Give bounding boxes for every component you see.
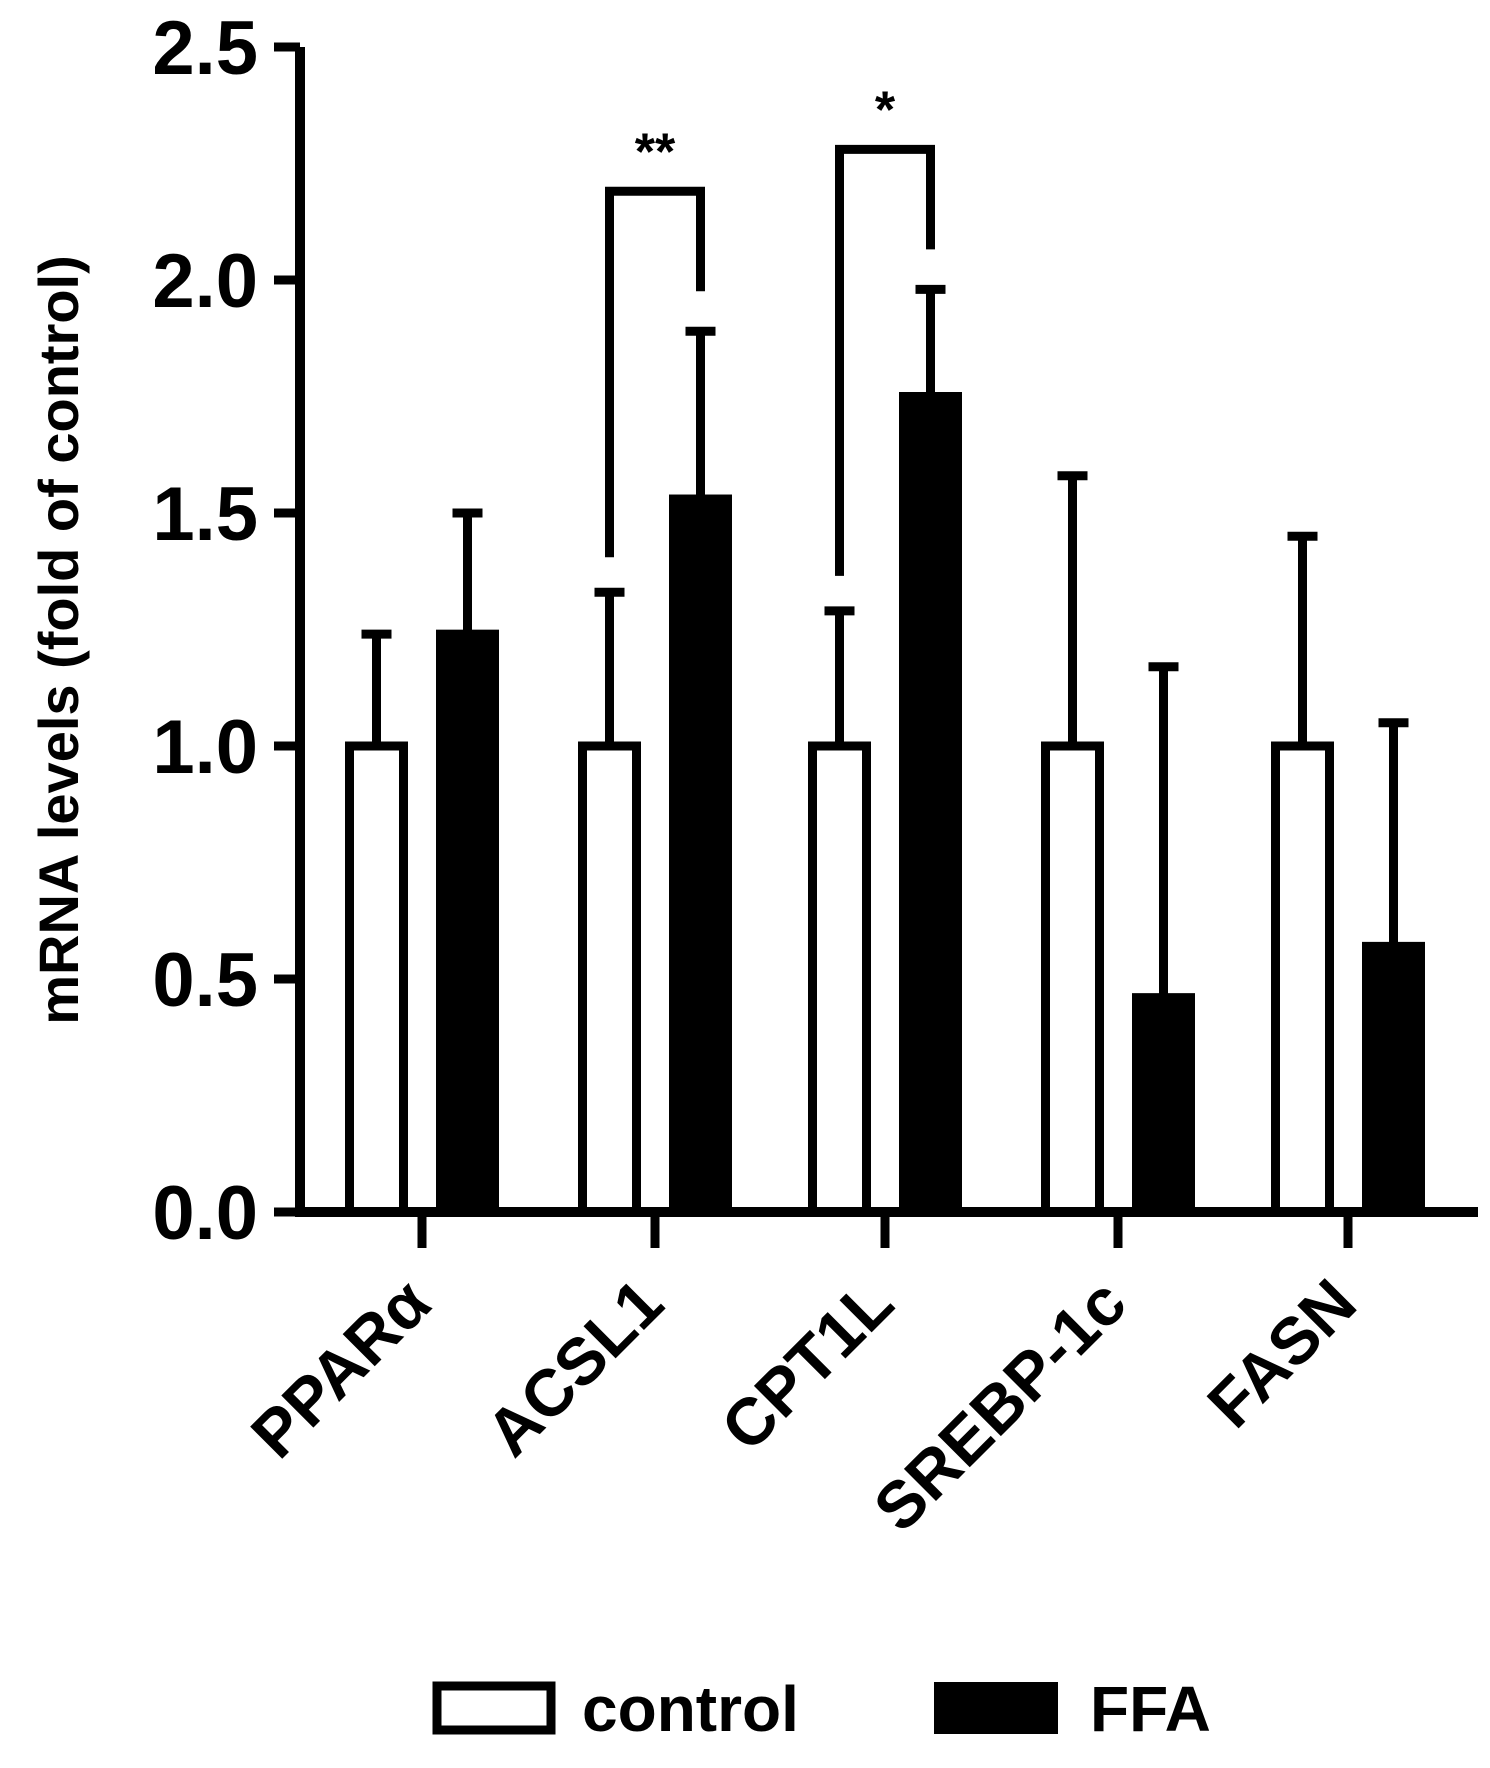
bar-ffa — [669, 494, 732, 1212]
bar-control — [578, 741, 641, 1217]
y-axis-label: mRNA levels (fold of control) — [27, 255, 90, 1025]
legend-label-control: control — [582, 1673, 799, 1745]
plot-area: 0.0 0.5 1.0 1.5 2.0 2.5 PPARα ACSL1 CPT1LSREBP-1… — [152, 6, 1478, 1545]
significance-label: ** — [635, 123, 676, 181]
bar-control — [1041, 741, 1104, 1217]
x-tick-label: SREBP-1c — [859, 1265, 1140, 1546]
significance-label: * — [875, 81, 896, 139]
x-tick-label: ACSL1 — [472, 1265, 677, 1470]
bar-control — [808, 741, 871, 1217]
bar-ffa — [436, 629, 499, 1212]
legend-swatch-ffa — [934, 1682, 1058, 1734]
bar-ffa — [1362, 941, 1425, 1212]
bar-ffa — [1132, 993, 1195, 1212]
y-tick-label: 1.5 — [152, 472, 258, 557]
y-tick-label: 1.0 — [152, 705, 258, 790]
bar-control — [1271, 741, 1334, 1217]
y-tick-label: 0.5 — [152, 938, 258, 1023]
legend: control FFA — [432, 1673, 1211, 1745]
y-tick-label: 0.0 — [152, 1171, 258, 1256]
bar-ffa — [899, 392, 962, 1212]
legend-label-ffa: FFA — [1090, 1673, 1211, 1745]
significance-bracket — [605, 186, 705, 558]
significance-bracket — [835, 144, 935, 576]
bar-control — [345, 741, 408, 1217]
x-tick-label: CPT1L — [707, 1265, 907, 1465]
x-tick-label: PPARα — [237, 1265, 444, 1472]
y-tick-label: 2.0 — [152, 239, 258, 324]
y-tick-label: 2.5 — [152, 6, 258, 91]
x-tick-label: FASN — [1193, 1265, 1370, 1442]
legend-swatch-control — [432, 1681, 556, 1735]
